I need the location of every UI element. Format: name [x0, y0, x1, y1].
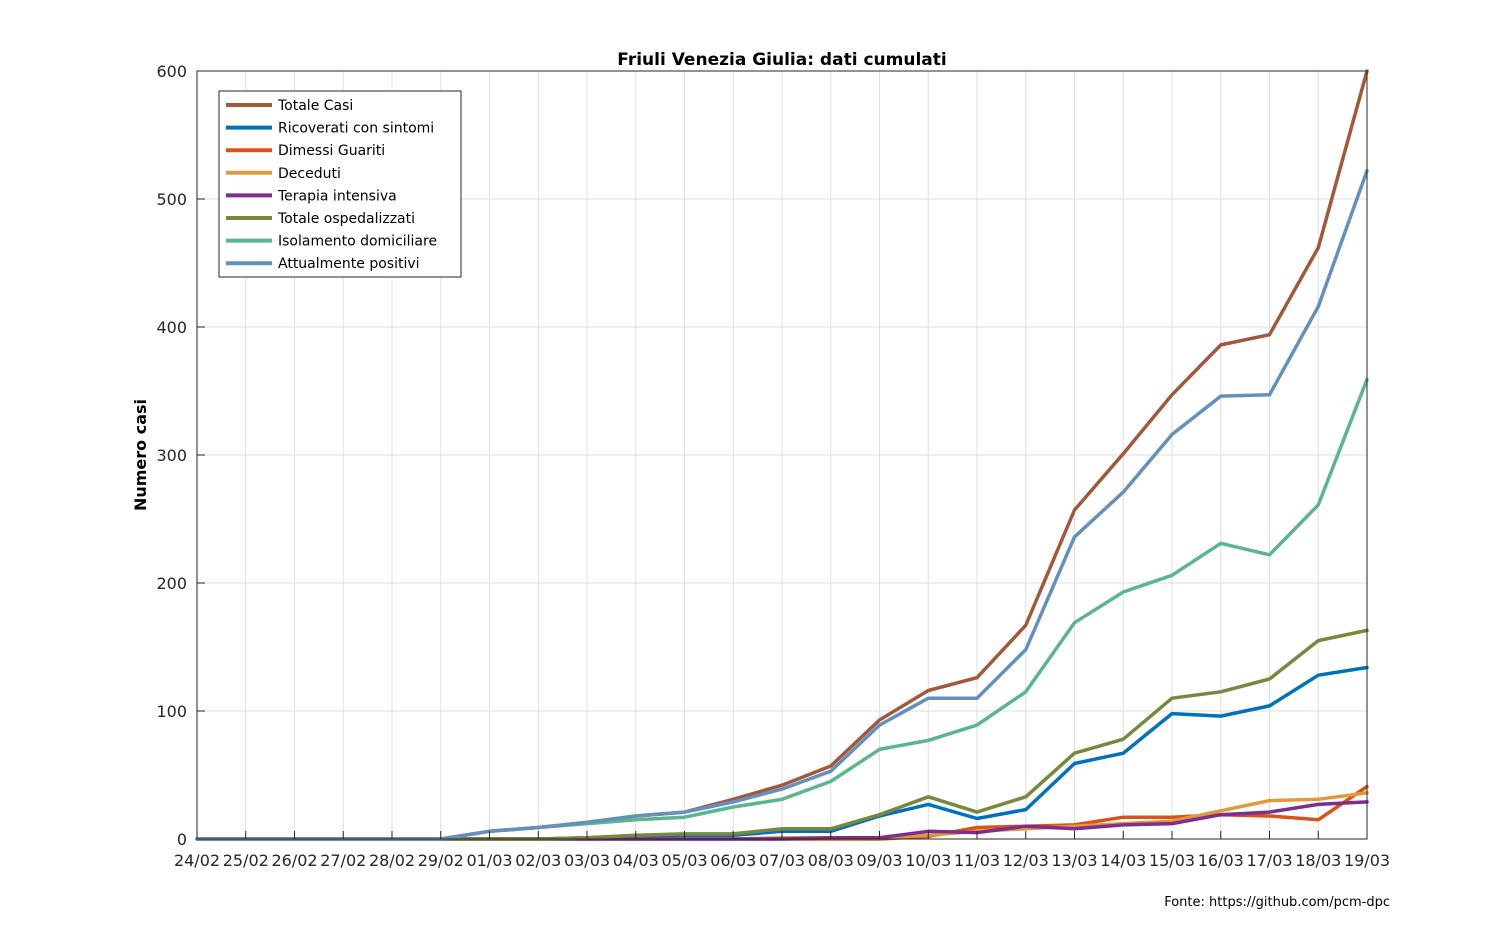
y-axis-title: Numero casi — [131, 399, 150, 511]
y-tick-label: 0 — [177, 830, 187, 849]
y-tick-labels: 0 100 200 300 400 500 600 — [156, 62, 205, 849]
legend-label: Isolamento domiciliare — [278, 234, 437, 250]
x-tick-label: 06/03 — [710, 851, 756, 870]
x-tick-label: 09/03 — [856, 851, 902, 870]
y-tick-label: 300 — [156, 446, 187, 465]
x-tick-label: 11/03 — [954, 851, 1000, 870]
x-tick-label: 03/03 — [564, 851, 610, 870]
x-tick-label: 16/03 — [1198, 851, 1244, 870]
legend-label: Totale ospedalizzati — [277, 211, 415, 227]
x-tick-label: 29/02 — [418, 851, 464, 870]
x-tick-label: 13/03 — [1051, 851, 1097, 870]
x-tick-label: 28/02 — [369, 851, 415, 870]
legend-box — [218, 90, 462, 278]
legend-label: Dimessi Guariti — [278, 143, 385, 159]
x-tick-label: 08/03 — [808, 851, 854, 870]
x-tick-label: 02/03 — [515, 851, 561, 870]
legend-label: Totale Casi — [277, 98, 353, 114]
x-tick-label: 14/03 — [1100, 851, 1146, 870]
legend-label: Ricoverati con sintomi — [278, 121, 434, 137]
x-tick-label: 24/02 — [174, 851, 220, 870]
y-tick-label: 500 — [156, 190, 187, 209]
x-tick-label: 15/03 — [1149, 851, 1195, 870]
source-note: Fonte: https://github.com/pcm-dpc — [1164, 895, 1390, 910]
x-tick-label: 07/03 — [759, 851, 805, 870]
x-tick-labels: 24/02 25/02 26/02 27/02 28/02 29/02 01/03 02/03… — [174, 831, 1390, 870]
x-tick-label: 25/02 — [223, 851, 269, 870]
x-tick-label: 26/02 — [271, 851, 317, 870]
legend-label: Terapia intensiva — [277, 188, 397, 204]
y-tick-label: 200 — [156, 574, 187, 593]
legend-label: Attualmente positivi — [278, 256, 420, 272]
x-tick-label: 04/03 — [613, 851, 659, 870]
x-tick-label: 05/03 — [661, 851, 707, 870]
chart-title: Friuli Venezia Giulia: dati cumulati — [617, 50, 946, 70]
y-tick-label: 100 — [156, 702, 187, 721]
y-tick-label: 600 — [156, 62, 187, 81]
x-tick-label: 12/03 — [1003, 851, 1049, 870]
x-tick-label: 18/03 — [1295, 851, 1341, 870]
legend-label: Deceduti — [278, 166, 341, 182]
x-tick-label: 17/03 — [1246, 851, 1292, 870]
y-tick-label: 400 — [156, 318, 187, 337]
x-tick-label: 19/03 — [1344, 851, 1390, 870]
x-tick-label: 10/03 — [905, 851, 951, 870]
legend: Totale Casi Ricoverati con sintomi Dimessi… — [218, 90, 462, 278]
x-tick-label: 01/03 — [466, 851, 512, 870]
x-tick-label: 27/02 — [320, 851, 366, 870]
